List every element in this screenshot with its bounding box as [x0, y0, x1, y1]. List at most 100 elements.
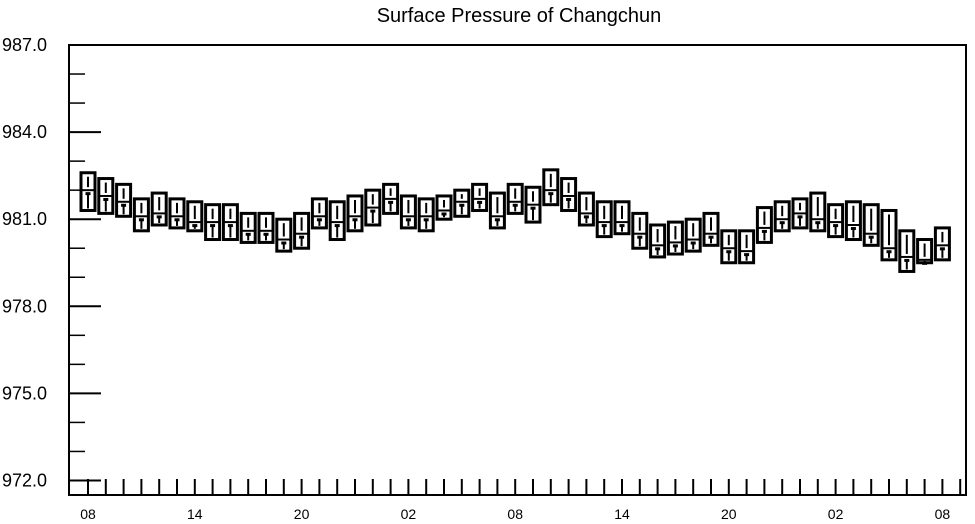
pressure-box — [310, 197, 328, 230]
box-outline — [453, 188, 471, 218]
box-outline — [933, 226, 951, 262]
box-center-marker — [637, 235, 643, 239]
box-center-marker — [779, 221, 785, 225]
pressure-box — [204, 203, 222, 242]
box-center-marker — [548, 192, 554, 196]
box-center-marker — [281, 241, 287, 245]
pressure-box — [702, 211, 720, 247]
x-tick-label: 14 — [614, 506, 630, 522]
box-center-marker — [423, 218, 429, 222]
pressure-box — [239, 211, 257, 244]
box-center-marker — [316, 218, 322, 222]
pressure-box — [631, 211, 649, 250]
box-center-marker — [477, 200, 483, 204]
box-center-marker — [708, 235, 714, 239]
pressure-box — [115, 182, 133, 218]
pressure-box — [471, 182, 489, 212]
pressure-box — [827, 203, 845, 239]
pressure-box — [809, 191, 827, 233]
pressure-box — [755, 206, 773, 244]
pressure-box — [399, 194, 417, 230]
box-center-marker — [138, 218, 144, 222]
pressure-box — [542, 168, 560, 207]
box-center-marker — [761, 229, 767, 233]
box-outline — [773, 200, 791, 233]
box-center-marker — [85, 192, 91, 196]
box-center-marker — [192, 224, 198, 228]
box-center-marker — [388, 200, 394, 204]
box-outline — [239, 211, 257, 244]
box-outline — [595, 200, 613, 239]
box-outline — [310, 197, 328, 230]
box-outline — [132, 197, 150, 233]
box-outline — [417, 197, 435, 233]
x-tick-label: 08 — [935, 506, 951, 522]
pressure-box — [488, 191, 506, 230]
box-outline — [506, 182, 524, 215]
box-center-marker — [619, 224, 625, 228]
box-outline — [720, 229, 738, 265]
box-center-marker — [494, 218, 500, 222]
pressure-box — [150, 191, 168, 227]
box-center-marker — [744, 253, 750, 257]
pressure-box — [738, 229, 756, 265]
box-outline — [168, 197, 186, 230]
box-center-marker — [797, 215, 803, 219]
pressure-box — [275, 217, 293, 253]
box-center-marker — [868, 235, 874, 239]
pressure-box — [684, 217, 702, 253]
y-tick-label: 975.0 — [2, 383, 47, 403]
box-center-marker — [566, 197, 572, 201]
box-center-marker — [299, 235, 305, 239]
x-tick-label: 20 — [721, 506, 737, 522]
box-center-marker — [833, 224, 839, 228]
pressure-box — [898, 229, 916, 273]
pressure-box — [346, 194, 364, 233]
pressure-box — [221, 203, 239, 242]
box-center-marker — [405, 218, 411, 222]
box-center-marker — [459, 203, 465, 207]
box-center-marker — [263, 232, 269, 236]
box-series — [79, 168, 951, 273]
box-outline — [631, 211, 649, 250]
box-center-marker — [512, 203, 518, 207]
plot-frame — [68, 44, 967, 496]
pressure-box — [720, 229, 738, 265]
box-center-marker — [121, 203, 127, 207]
pressure-box — [168, 197, 186, 230]
pressure-box — [435, 194, 453, 221]
pressure-box — [595, 200, 613, 239]
box-outline — [328, 200, 346, 242]
box-center-marker — [174, 218, 180, 222]
box-outline — [471, 182, 489, 212]
box-center-marker — [939, 247, 945, 251]
pressure-box — [649, 223, 667, 259]
box-outline — [827, 203, 845, 239]
pressure-box — [916, 238, 934, 265]
pressure-box — [417, 197, 435, 233]
y-axis: 987.0 984.0 981.0 978.0 975.0 972.0 — [2, 35, 101, 490]
pressure-box — [524, 185, 542, 224]
box-center-marker — [601, 224, 607, 228]
box-center-marker — [690, 241, 696, 245]
box-center-marker — [210, 224, 216, 228]
pressure-box — [844, 200, 862, 242]
pressure-box — [257, 211, 275, 244]
pressure-box — [453, 188, 471, 218]
box-outline — [755, 206, 773, 244]
box-center-marker — [904, 258, 910, 262]
box-outline — [115, 182, 133, 218]
box-center-marker — [245, 232, 251, 236]
pressure-box — [791, 197, 809, 230]
pressure-box — [933, 226, 951, 262]
pressure-box — [560, 177, 578, 212]
box-center-marker — [370, 209, 376, 213]
pressure-box — [862, 203, 880, 247]
box-outline — [560, 177, 578, 212]
box-center-marker — [726, 250, 732, 254]
box-center-marker — [655, 247, 661, 251]
box-center-marker — [156, 215, 162, 219]
box-center-marker — [530, 206, 536, 210]
box-center-marker — [103, 197, 109, 201]
box-center-marker — [352, 218, 358, 222]
